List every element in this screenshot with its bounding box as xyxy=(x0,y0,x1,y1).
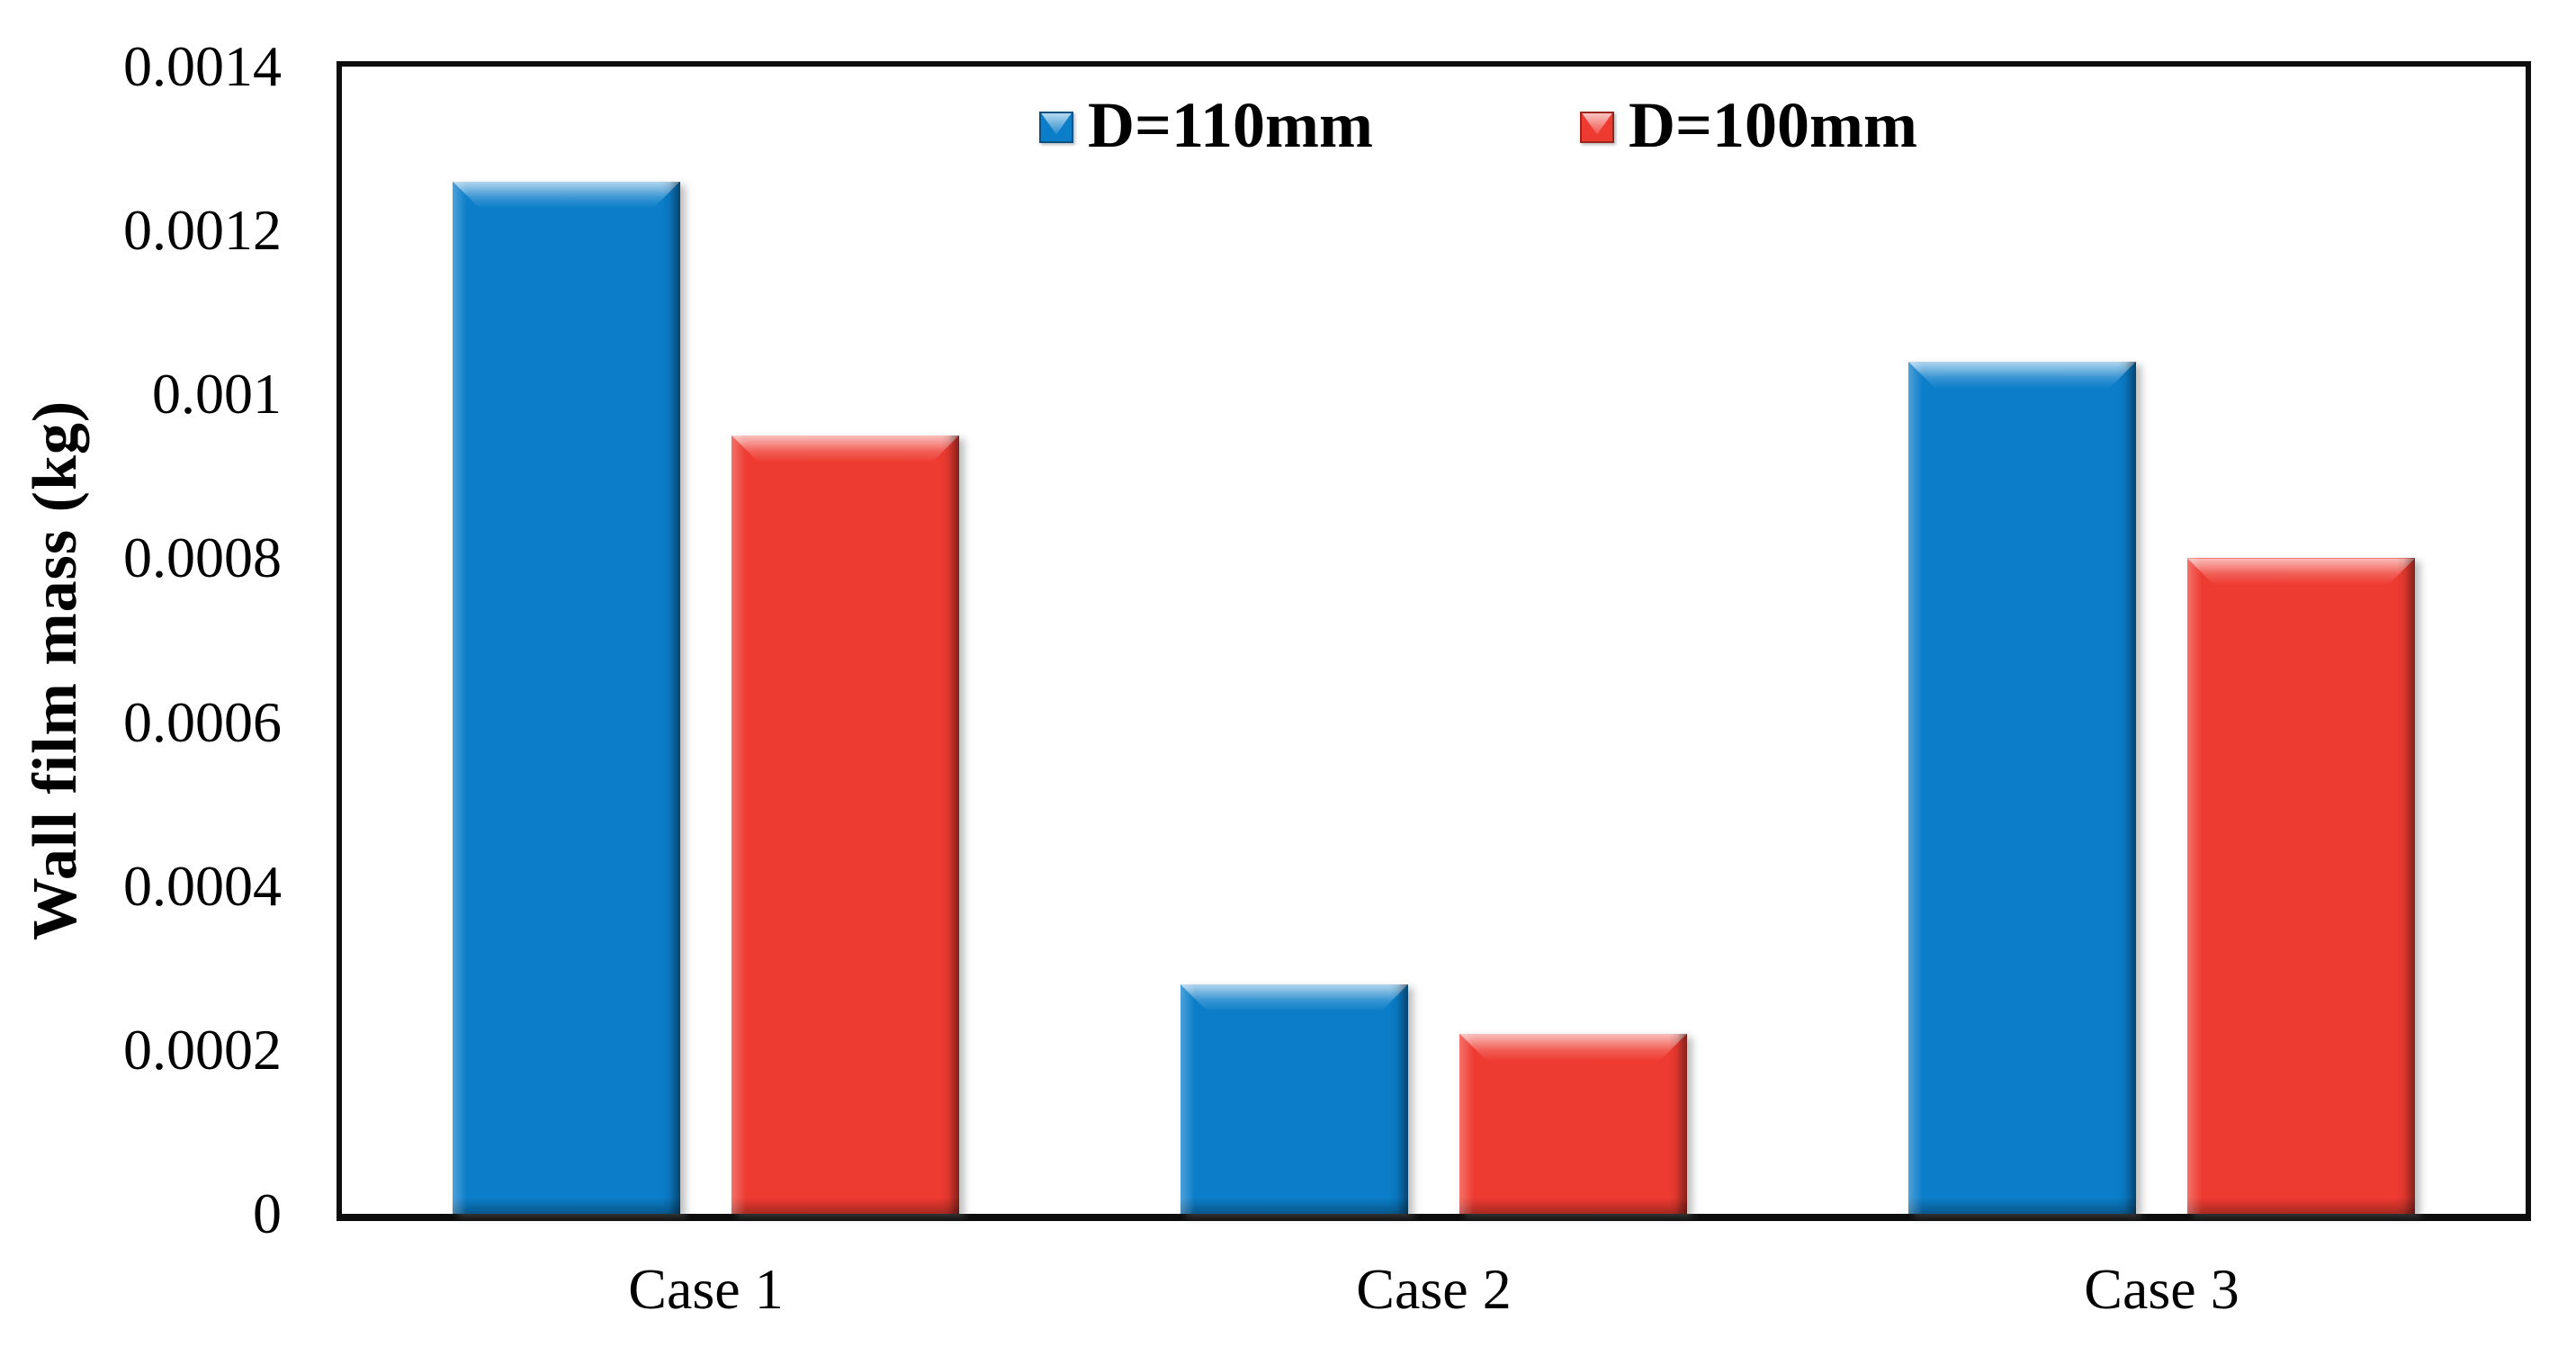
legend-item-d100mm: D=100mm xyxy=(1580,93,1917,157)
y-tick-label-0.0006: 0.0006 xyxy=(123,689,282,754)
x-category-label-case-2: Case 2 xyxy=(1356,1257,1512,1321)
legend-label: D=100mm xyxy=(1629,89,1917,161)
x-category-label-case-1: Case 1 xyxy=(628,1257,784,1321)
bar-d100mm-case-1 xyxy=(732,435,959,1215)
y-tick-label-0.0014: 0.0014 xyxy=(123,34,282,98)
y-tick-label-0.0002: 0.0002 xyxy=(123,1017,282,1082)
x-category-label-case-3: Case 3 xyxy=(2084,1257,2239,1321)
bar-d110mm-case-2 xyxy=(1180,984,1408,1214)
bar-d100mm-case-3 xyxy=(2187,558,2415,1214)
bar-d110mm-case-1 xyxy=(453,181,680,1214)
legend-label: D=110mm xyxy=(1088,89,1374,161)
legend-item-d110mm: D=110mm xyxy=(1039,93,1373,157)
bar-d110mm-case-3 xyxy=(1908,361,2136,1215)
y-tick-label-0: 0 xyxy=(253,1181,282,1245)
y-tick-label-0.001: 0.001 xyxy=(152,362,282,427)
y-tick-label-0.0004: 0.0004 xyxy=(123,853,282,918)
x-axis-category-labels: Case 1 Case 2 Case 3 xyxy=(342,1257,2526,1339)
plot-area xyxy=(337,61,2531,1221)
legend-swatch-blue-icon xyxy=(1039,111,1073,143)
y-tick-label-0.0008: 0.0008 xyxy=(123,525,282,590)
legend-swatch-red-icon xyxy=(1580,111,1614,143)
y-axis-title: Wall film mass (kg) xyxy=(21,400,90,941)
y-tick-label-0.0012: 0.0012 xyxy=(123,198,282,263)
bar-d100mm-case-2 xyxy=(1459,1033,1687,1215)
